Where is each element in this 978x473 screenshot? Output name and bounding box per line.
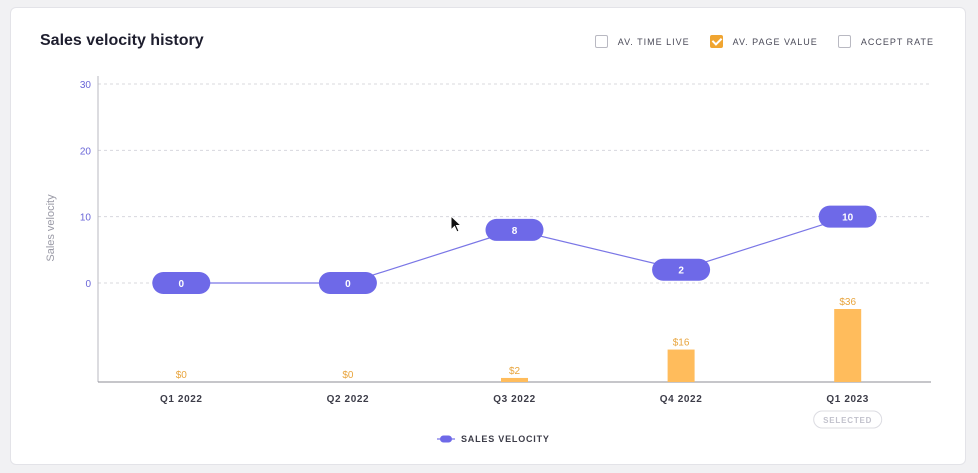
toggle-av-time-live[interactable]: AV. TIME LIVE (594, 35, 690, 48)
data-point-label: 10 (842, 213, 854, 224)
toggle-accept-rate[interactable]: ACCEPT RATE (837, 35, 934, 48)
data-point-pill (818, 205, 877, 228)
x-tick-label: Q2 2022 (327, 394, 370, 405)
y-tick-label: 0 (85, 279, 91, 290)
accept-rate-label: ACCEPT RATE (860, 36, 934, 47)
bar (667, 349, 695, 382)
data-point-pill (152, 272, 211, 294)
x-tick-label: Q1 2022 (160, 394, 203, 405)
av-page-value-label: AV. PAGE VALUE (732, 36, 818, 47)
bar-value-label: $0 (176, 370, 188, 381)
x-tick-label: Q4 2022 (660, 394, 703, 405)
data-point-label: 2 (678, 266, 684, 277)
series-toggles: AV. TIME LIVE AV. PAGE VALUE ACCEPT RATE (594, 35, 934, 48)
selected-badge-label: SELECTED (823, 416, 872, 425)
data-point-label: 8 (512, 226, 518, 237)
bar-value-label: $2 (509, 366, 521, 377)
data-point-label: 0 (179, 279, 185, 290)
bar-value-label: $16 (673, 338, 690, 349)
x-tick-label: Q1 2023 (826, 394, 869, 405)
data-point-label: 0 (345, 279, 351, 290)
data-point-pill (485, 218, 544, 241)
y-tick-label: 10 (80, 213, 92, 224)
bar (834, 309, 862, 382)
accept-rate-checkbox[interactable] (837, 35, 851, 48)
y-tick-label: 20 (80, 146, 92, 157)
legend-marker-icon (440, 435, 452, 443)
mouse-cursor-icon (450, 215, 463, 233)
bar-value-label: $0 (342, 370, 354, 381)
y-axis-title: Sales velocity (45, 194, 57, 262)
av-time-live-checkbox[interactable] (594, 35, 608, 48)
selected-badge (813, 410, 883, 429)
page-title: Sales velocity history (40, 32, 204, 49)
toggle-av-page-value[interactable]: AV. PAGE VALUE (709, 35, 818, 48)
y-tick-label: 30 (80, 80, 92, 91)
data-point-pill (652, 258, 711, 281)
data-point-pill (318, 272, 377, 294)
av-page-value-checkbox[interactable] (709, 35, 723, 48)
av-time-live-label: AV. TIME LIVE (617, 36, 690, 47)
x-tick-label: Q3 2022 (493, 394, 536, 405)
bar-value-label: $36 (839, 297, 856, 308)
legend-label: SALES VELOCITY (461, 434, 550, 444)
bar (501, 377, 528, 382)
